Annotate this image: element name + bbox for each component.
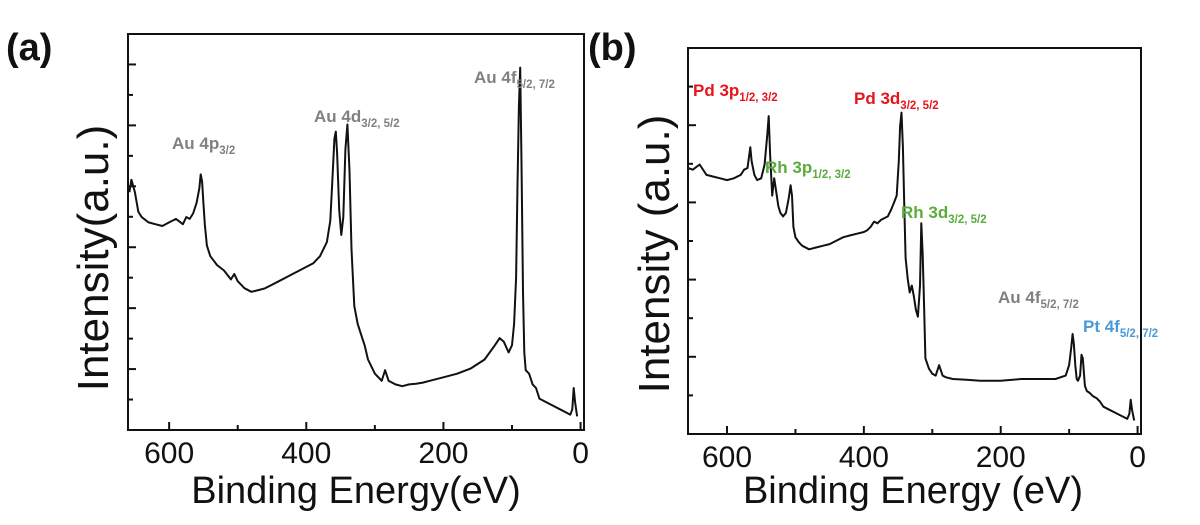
panel-b-y-axis-label: Intensity (a.u.)	[630, 115, 679, 394]
x-tick-label: 200	[418, 437, 468, 470]
x-tick-label: 400	[281, 437, 331, 470]
x-tick-label: 600	[702, 441, 752, 474]
peak-annotation: Pd 3p1/2, 3/2	[693, 81, 778, 104]
panel-a-ticks: 600 400 200 0	[144, 422, 589, 470]
peak-annotation: Rh 3d3/2, 5/2	[901, 203, 987, 226]
panel-b-x-axis-label: Binding Energy (eV)	[743, 470, 1083, 512]
peak-annotation: Pd 3d3/2, 5/2	[854, 89, 939, 112]
panel-a-label: (a)	[6, 27, 52, 69]
panel-b-spectrum-line	[687, 111, 1136, 421]
peak-annotation: Pt 4f5/2, 7/2	[1083, 317, 1158, 340]
x-tick-label: 200	[976, 441, 1026, 474]
peak-annotation: Au 4f5/2, 7/2	[474, 68, 555, 91]
panel-a-axes	[127, 33, 585, 431]
panel-b-ticks: 600 400 200 0	[702, 426, 1146, 474]
panel-b-label: (b)	[588, 27, 637, 69]
panel-a-x-axis-label: Binding Energy(eV)	[191, 470, 521, 512]
panel-a-spectrum-line	[128, 66, 579, 417]
peak-annotation: Rh 3p1/2, 3/2	[765, 158, 851, 181]
peak-annotation: Au 4d3/2, 5/2	[314, 107, 400, 130]
panel-b-axes	[687, 47, 1142, 435]
x-tick-label: 600	[144, 437, 194, 470]
panel-b: (b) Intensity (a.u.) Binding Energy (eV)…	[588, 27, 1158, 512]
x-tick-label: 0	[1129, 441, 1146, 474]
plot-frame	[127, 33, 585, 431]
x-tick-label: 400	[839, 441, 889, 474]
panel-a-annotations: Au 4p3/2 Au 4d3/2, 5/2 Au 4f5/2, 7/2	[172, 68, 555, 157]
panel-a-y-axis-label: Intensity(a.u.)	[69, 125, 118, 392]
x-tick-label: 0	[572, 437, 589, 470]
peak-annotation: Au 4p3/2	[172, 134, 235, 157]
panel-a: (a) Intensity(a.u.) Binding Energy(eV) 6…	[6, 27, 589, 512]
panel-b-annotations: Pd 3p1/2, 3/2 Pd 3d3/2, 5/2 Rh 3p1/2, 3/2 R…	[693, 81, 1158, 340]
peak-annotation: Au 4f5/2, 7/2	[998, 288, 1079, 311]
